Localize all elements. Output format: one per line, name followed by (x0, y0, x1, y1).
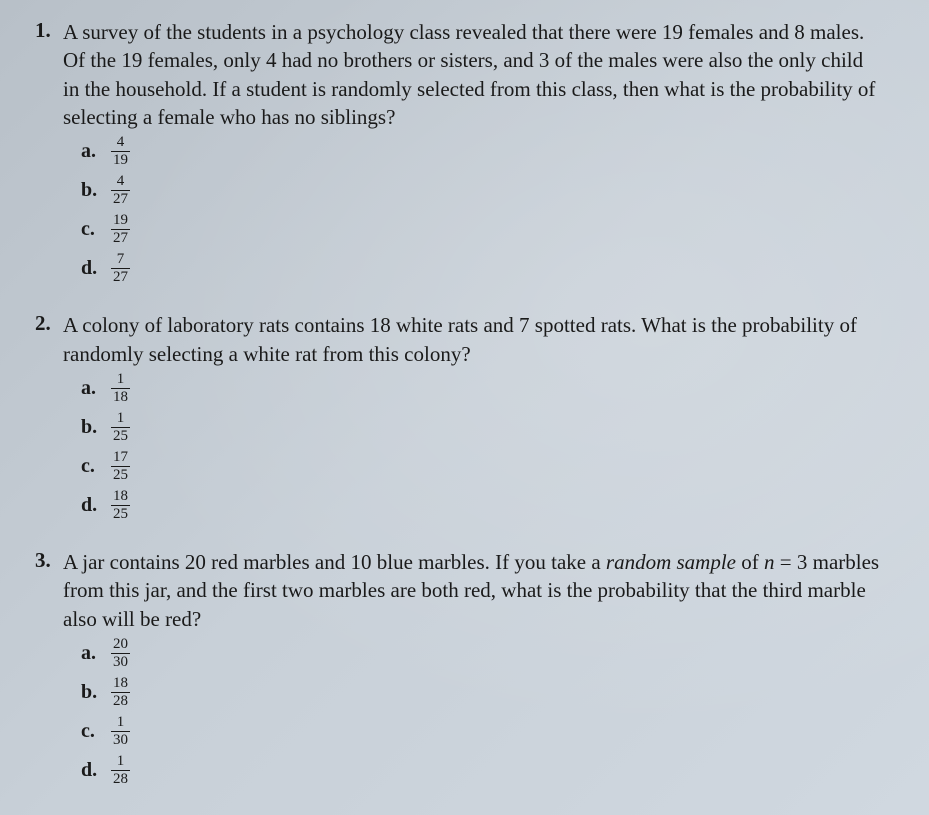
numerator: 1 (115, 754, 127, 770)
question-text-part: of (736, 550, 764, 574)
numerator: 18 (111, 676, 130, 692)
option-letter: b. (81, 416, 101, 439)
question-number: 2. (35, 311, 51, 336)
option-a: a. 419 (81, 135, 884, 168)
option-c: c. 1725 (81, 450, 884, 483)
options-list: a.2030b.1828c.130d.128 (81, 637, 884, 787)
question-text-part: A survey of the students in a psychology… (63, 20, 875, 129)
fraction: 1725 (111, 450, 130, 483)
option-d: d. 727 (81, 252, 884, 285)
option-letter: b. (81, 681, 101, 704)
question-text-part: A jar contains 20 red marbles and 10 blu… (63, 550, 606, 574)
option-letter: d. (81, 759, 101, 782)
denominator: 18 (111, 388, 130, 405)
option-b: b. 427 (81, 174, 884, 207)
denominator: 25 (111, 427, 130, 444)
fraction: 128 (111, 754, 130, 787)
options-list: a.419b.427c.1927d.727 (81, 135, 884, 285)
option-letter: a. (81, 377, 101, 400)
denominator: 28 (111, 770, 130, 787)
numerator: 7 (115, 252, 127, 268)
option-c: c. 130 (81, 715, 884, 748)
fraction: 1825 (111, 489, 130, 522)
option-letter: d. (81, 494, 101, 517)
numerator: 4 (115, 174, 127, 190)
numerator: 17 (111, 450, 130, 466)
denominator: 30 (111, 731, 130, 748)
fraction: 427 (111, 174, 130, 207)
options-list: a.118b.125c.1725d.1825 (81, 372, 884, 522)
numerator: 19 (111, 213, 130, 229)
denominator: 27 (111, 190, 130, 207)
question-number: 1. (35, 18, 51, 43)
numerator: 20 (111, 637, 130, 653)
question-1: 1. A survey of the students in a psycholo… (35, 18, 884, 285)
option-b: b. 125 (81, 411, 884, 444)
option-b: b. 1828 (81, 676, 884, 709)
option-letter: c. (81, 455, 101, 478)
numerator: 4 (115, 135, 127, 151)
option-d: d. 1825 (81, 489, 884, 522)
questions-container: 1. A survey of the students in a psycholo… (35, 18, 884, 787)
denominator: 27 (111, 268, 130, 285)
denominator: 25 (111, 505, 130, 522)
fraction: 2030 (111, 637, 130, 670)
option-letter: a. (81, 140, 101, 163)
question-text: A survey of the students in a psychology… (63, 18, 884, 131)
numerator: 1 (115, 372, 127, 388)
question-text-part: A colony of laboratory rats contains 18 … (63, 313, 857, 365)
question-text: A jar contains 20 red marbles and 10 blu… (63, 548, 884, 633)
fraction: 1828 (111, 676, 130, 709)
fraction: 727 (111, 252, 130, 285)
option-letter: d. (81, 257, 101, 280)
denominator: 19 (111, 151, 130, 168)
fraction: 419 (111, 135, 130, 168)
denominator: 30 (111, 653, 130, 670)
question-text-part: random sample (606, 550, 736, 574)
option-c: c. 1927 (81, 213, 884, 246)
fraction: 130 (111, 715, 130, 748)
option-a: a. 118 (81, 372, 884, 405)
numerator: 1 (115, 411, 127, 427)
fraction: 1927 (111, 213, 130, 246)
denominator: 27 (111, 229, 130, 246)
numerator: 18 (111, 489, 130, 505)
question-2: 2. A colony of laboratory rats contains 1… (35, 311, 884, 522)
fraction: 118 (111, 372, 130, 405)
question-text-part: n (764, 550, 775, 574)
option-letter: c. (81, 218, 101, 241)
denominator: 28 (111, 692, 130, 709)
question-text: A colony of laboratory rats contains 18 … (63, 311, 884, 368)
option-d: d. 128 (81, 754, 884, 787)
numerator: 1 (115, 715, 127, 731)
option-letter: a. (81, 642, 101, 665)
fraction: 125 (111, 411, 130, 444)
denominator: 25 (111, 466, 130, 483)
question-number: 3. (35, 548, 51, 573)
option-letter: c. (81, 720, 101, 743)
option-a: a. 2030 (81, 637, 884, 670)
option-letter: b. (81, 179, 101, 202)
question-3: 3. A jar contains 20 red marbles and 10 b… (35, 548, 884, 787)
